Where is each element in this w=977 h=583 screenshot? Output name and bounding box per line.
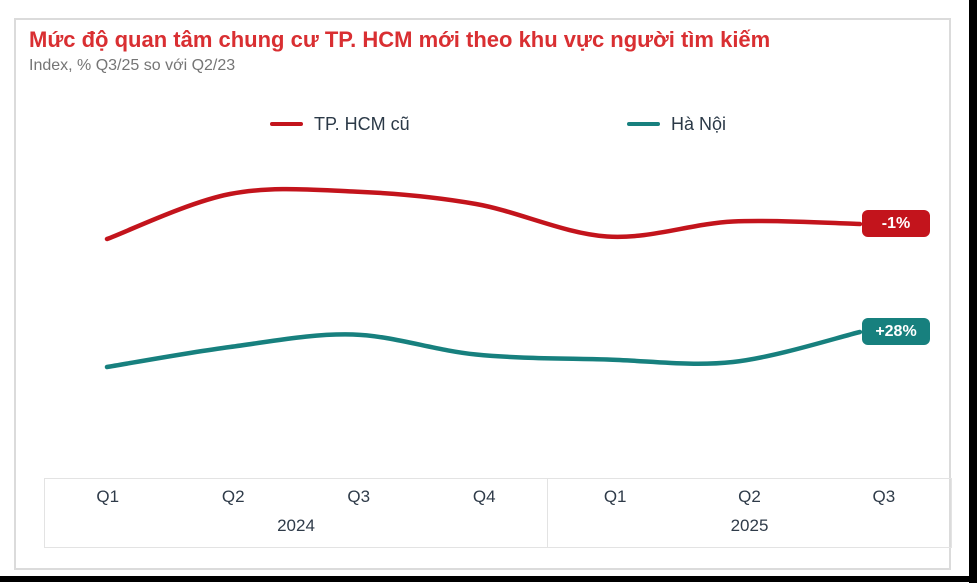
axis-tick: Q2	[221, 487, 245, 507]
end-value-badge-tphcm: -1%	[862, 210, 930, 237]
axis-tick: Q2	[738, 487, 761, 507]
line-swatch-icon	[627, 122, 660, 126]
chart-title: Mức độ quan tâm chung cư TP. HCM mới the…	[29, 27, 771, 52]
legend-item-hanoi: Hà Nội	[627, 112, 726, 136]
line-swatch-icon	[270, 122, 303, 126]
axis-year-label: 2024	[277, 515, 315, 535]
screen-edge-bottom	[0, 576, 977, 582]
axis-group-2024: Q1 Q2 Q3 Q4 2024	[45, 479, 548, 547]
quarter-row-2025: Q1 Q2 Q3	[548, 479, 951, 516]
axis-group-2025: Q1 Q2 Q3 2025	[548, 479, 951, 547]
legend-item-tphcm: TP. HCM cũ	[270, 112, 410, 136]
chart-card: Mức độ quan tâm chung cư TP. HCM mới the…	[14, 18, 952, 570]
end-value-badge-hanoi: +28%	[862, 318, 930, 345]
axis-tick: Q3	[872, 487, 896, 507]
x-axis: Q1 Q2 Q3 Q4 2024 Q1 Q2 Q3 2025	[44, 478, 952, 548]
quarter-row-2024: Q1 Q2 Q3 Q4	[45, 479, 547, 516]
legend: TP. HCM cũ Hà Nội	[16, 112, 949, 136]
axis-year-label: 2025	[730, 515, 769, 535]
series-line-tphcm	[104, 186, 863, 242]
series-line-hanoi	[104, 329, 863, 370]
screen-edge-right	[969, 0, 977, 583]
legend-label-hanoi: Hà Nội	[671, 113, 727, 134]
legend-label-tphcm: TP. HCM cũ	[314, 113, 410, 134]
chart-subtitle: Index, % Q3/25 so với Q2/23	[29, 57, 236, 74]
axis-tick: Q1	[96, 487, 120, 507]
axis-tick: Q1	[603, 487, 627, 507]
axis-tick: Q3	[347, 487, 371, 507]
line-chart-plot	[104, 186, 863, 370]
axis-tick: Q4	[472, 487, 496, 507]
